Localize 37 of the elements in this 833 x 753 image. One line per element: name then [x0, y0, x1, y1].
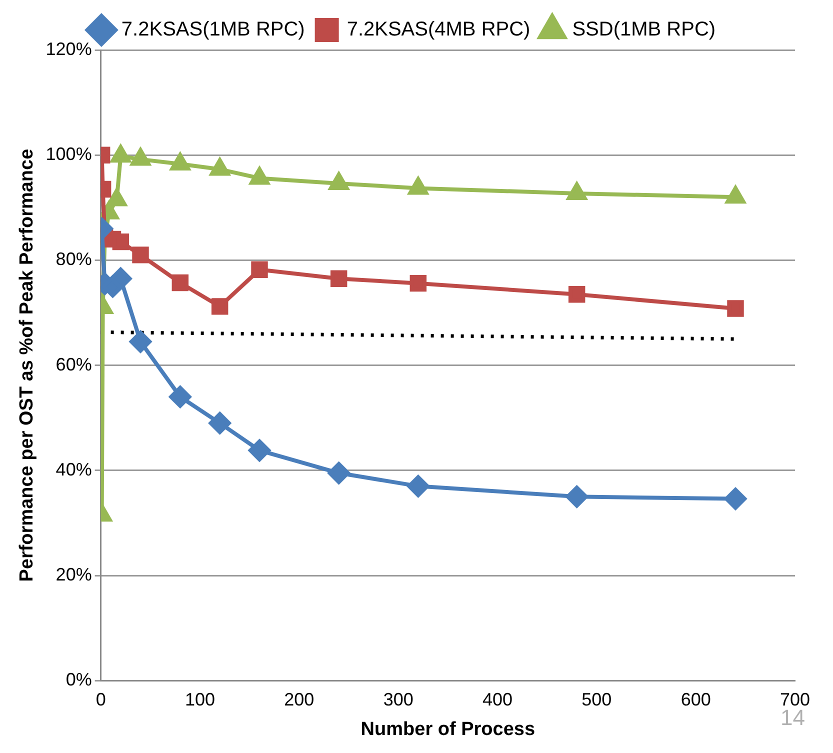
point: [407, 475, 430, 498]
x-tick-label: 100: [184, 689, 216, 710]
x-axis-title: Number of Process: [360, 718, 536, 740]
y-tick-label: 100%: [46, 144, 92, 164]
point: [566, 486, 588, 508]
x-tick-label: 200: [284, 689, 314, 710]
point: [330, 270, 348, 287]
y-tick-label: 60%: [56, 354, 92, 374]
y-tick-label: 0%: [66, 670, 92, 690]
x-tick-label: 300: [383, 689, 414, 710]
x-tick-label: 600: [680, 689, 711, 710]
legend-label: 7.2KSAS(1MB RPC): [121, 18, 305, 41]
y-axis-title: Performance per OST as %of Peak Performance: [16, 148, 38, 582]
point: [172, 274, 189, 292]
y-tick-label: 20%: [56, 564, 92, 584]
x-tick-label: 400: [482, 689, 513, 710]
y-tick-label: 80%: [56, 249, 92, 270]
point: [169, 386, 192, 408]
point: [130, 330, 152, 353]
point: [248, 439, 271, 462]
x-tick-label: 500: [582, 689, 612, 710]
point: [724, 488, 746, 510]
point: [568, 286, 586, 303]
y-tick-label: 40%: [56, 459, 92, 480]
y-tick-label: 120%: [46, 38, 92, 59]
legend-label: SSD(1MB RPC): [572, 18, 716, 41]
legend-label: 7.2KSAS(4MB RPC): [346, 18, 530, 41]
point: [251, 261, 268, 278]
point: [112, 233, 130, 250]
point: [328, 462, 350, 484]
point: [727, 300, 744, 317]
x-tick-label: 0: [96, 689, 106, 710]
point: [410, 274, 427, 292]
point: [208, 412, 231, 434]
point: [110, 268, 132, 290]
point: [211, 298, 228, 315]
point: [132, 246, 149, 264]
